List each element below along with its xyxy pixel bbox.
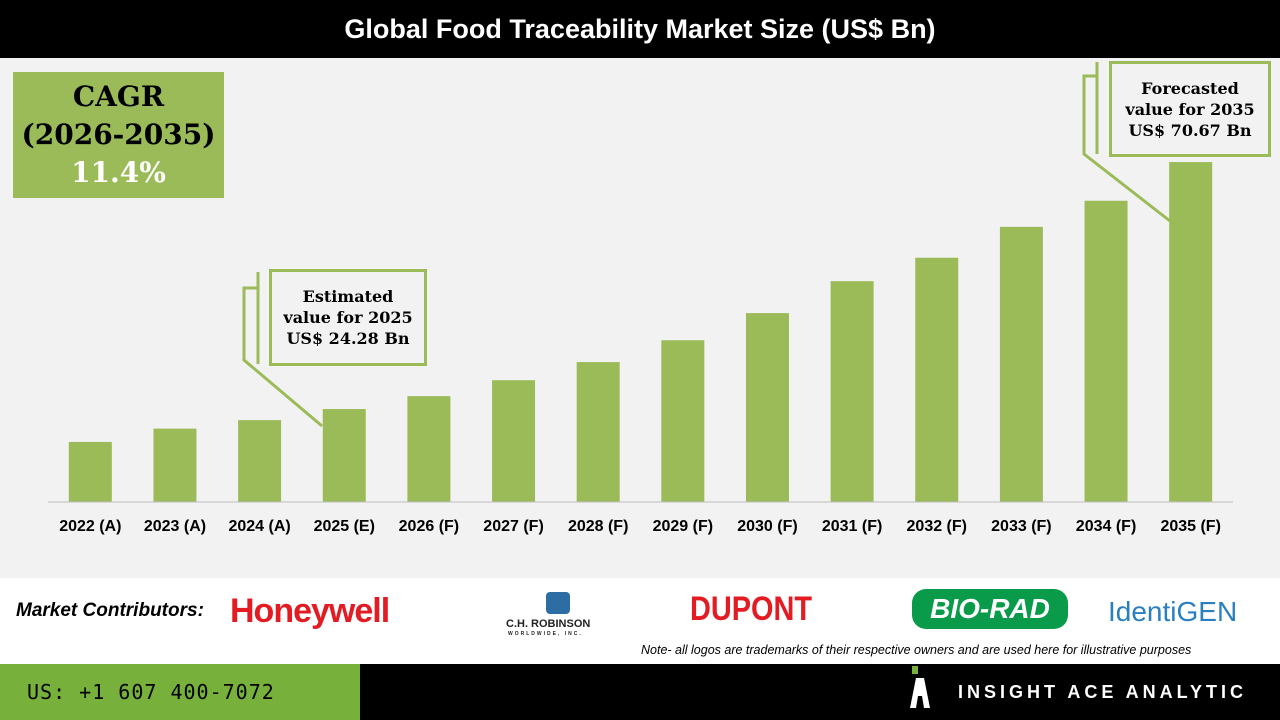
ch-robinson-icon <box>546 592 570 614</box>
forecast-line2: value for 2035 <box>1125 99 1255 119</box>
brand-name: INSIGHT ACE ANALYTIC <box>958 682 1248 702</box>
x-tick-label: 2024 (A) <box>228 518 290 535</box>
logo-accent-icon <box>912 666 918 674</box>
contributors-label: Market Contributors: <box>16 600 204 621</box>
insight-ace-logo-icon <box>910 678 930 708</box>
x-tick-label: 2031 (F) <box>822 518 882 535</box>
x-tick-label: 2027 (F) <box>483 518 543 535</box>
x-tick-label: 2026 (F) <box>399 518 459 535</box>
bar-2027-F <box>492 380 536 502</box>
bio-rad-logo: BIO-RAD <box>912 589 1068 629</box>
ch-robinson-logo: C.H. ROBINSON <box>506 618 591 630</box>
x-tick-label: 2034 (F) <box>1076 518 1136 535</box>
bar-2031-F <box>830 281 874 502</box>
cagr-period: (2026-2035) <box>21 118 216 151</box>
x-tick-label: 2030 (F) <box>737 518 797 535</box>
bar-2033-F <box>999 226 1043 502</box>
x-tick-label: 2028 (F) <box>568 518 628 535</box>
x-tick-label: 2023 (A) <box>144 518 206 535</box>
bar-2029-F <box>661 340 705 502</box>
bar-2026-F <box>407 396 451 502</box>
x-tick-label: 2022 (A) <box>59 518 121 535</box>
phone-number: US: +1 607 400-7072 <box>0 664 360 720</box>
forecast-value: US$ 70.67 Bn <box>1128 120 1252 140</box>
bar-2022-A <box>68 441 112 502</box>
x-tick-label: 2032 (F) <box>907 518 967 535</box>
identigen-logo: IdentiGEN <box>1108 596 1238 627</box>
forecast-line1: Forecasted <box>1141 78 1239 98</box>
trademark-note: Note- all logos are trademarks of their … <box>641 643 1192 657</box>
bar-2035-F <box>1169 162 1213 502</box>
bar-2028-F <box>576 362 620 502</box>
cagr-label: CAGR <box>72 80 165 113</box>
bar-2023-A <box>153 428 197 502</box>
estimated-line1: Estimated <box>302 287 394 306</box>
bar-2024-A <box>238 420 282 502</box>
x-tick-label: 2029 (F) <box>653 518 713 535</box>
honeywell-logo: Honeywell <box>230 592 390 630</box>
cagr-value: 11.4% <box>71 156 166 189</box>
ch-robinson-sub: WORLDWIDE, INC. <box>508 631 583 637</box>
x-tick-label: 2025 (E) <box>314 518 375 535</box>
bar-chart: 2022 (A) 2023 (A) 2024 (A) 2025 (E) 2026 (F)… <box>48 62 1233 535</box>
forecast-callout: Forecasted value for 2035 US$ 70.67 Bn <box>1109 61 1271 157</box>
cagr-box: CAGR (2026-2035) 11.4% <box>13 72 224 198</box>
x-tick-label: 2033 (F) <box>991 518 1051 535</box>
bar-2025-E <box>322 409 366 502</box>
bar-2034-F <box>1084 200 1128 502</box>
footer-brand-bar: INSIGHT ACE ANALYTIC <box>360 664 1280 720</box>
bar-2032-F <box>915 257 959 502</box>
market-contributors: Market Contributors: Honeywell C.H. ROBI… <box>0 578 1280 664</box>
bar-2030-F <box>745 313 789 502</box>
estimated-line2: value for 2025 <box>283 308 413 327</box>
chart-title: Global Food Traceability Market Size (US… <box>0 0 1280 58</box>
estimated-value: US$ 24.28 Bn <box>286 329 410 348</box>
x-tick-label: 2035 (F) <box>1160 518 1220 535</box>
estimated-callout: Estimated value for 2025 US$ 24.28 Bn <box>269 269 427 366</box>
dupont-logo: DUPONT <box>690 590 813 628</box>
